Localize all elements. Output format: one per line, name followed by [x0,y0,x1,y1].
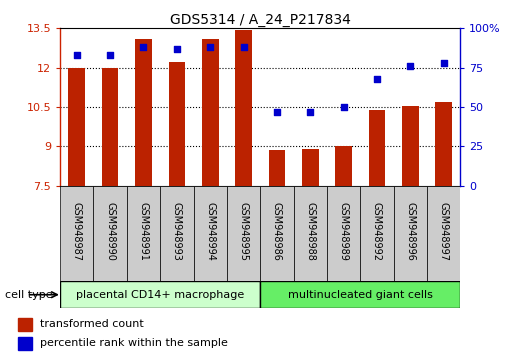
Text: percentile rank within the sample: percentile rank within the sample [40,338,228,348]
Bar [135,39,152,186]
Text: GSM948997: GSM948997 [439,202,449,261]
Bar [69,68,85,186]
Bar [327,186,360,281]
Text: placental CD14+ macrophage: placental CD14+ macrophage [76,290,244,300]
Bar [435,102,452,186]
Text: GSM948991: GSM948991 [139,202,149,261]
Text: GSM948993: GSM948993 [172,202,182,261]
Bar [360,186,393,281]
Point [173,46,181,52]
Bar [302,149,319,186]
Bar [94,186,127,281]
Bar [427,186,460,281]
Text: GSM948992: GSM948992 [372,202,382,261]
Text: GSM948995: GSM948995 [238,202,248,261]
Bar [235,30,252,186]
Point [106,52,115,58]
Point [240,44,248,50]
Bar [60,281,260,308]
Point [206,44,214,50]
Bar [194,186,227,281]
Bar [18,337,32,350]
Bar [394,186,427,281]
Point [439,60,448,66]
Bar [335,147,352,186]
Text: transformed count: transformed count [40,319,143,329]
Bar [102,68,119,186]
Point [339,104,348,110]
Point [73,52,81,58]
Bar [168,62,185,186]
Title: GDS5314 / A_24_P217834: GDS5314 / A_24_P217834 [170,13,350,27]
Text: multinucleated giant cells: multinucleated giant cells [288,290,433,300]
Point [306,109,314,115]
Bar [127,186,160,281]
Bar [202,39,219,186]
Bar [293,186,327,281]
Text: GSM948990: GSM948990 [105,202,115,261]
Bar [369,110,385,186]
Point [272,109,281,115]
Bar [18,318,32,331]
Point [406,63,414,69]
Text: GSM948996: GSM948996 [405,202,415,261]
Bar [260,186,293,281]
Text: GSM948987: GSM948987 [72,202,82,261]
Bar [268,150,285,186]
Bar [402,106,418,186]
Bar [160,186,194,281]
Point [139,44,147,50]
Text: GSM948994: GSM948994 [205,202,215,261]
Text: GSM948989: GSM948989 [338,202,348,261]
Bar [227,186,260,281]
Text: GSM948986: GSM948986 [272,202,282,261]
Text: cell type: cell type [5,290,53,300]
Text: GSM948988: GSM948988 [305,202,315,261]
Point [373,76,381,81]
Bar [260,281,460,308]
Bar [60,186,94,281]
